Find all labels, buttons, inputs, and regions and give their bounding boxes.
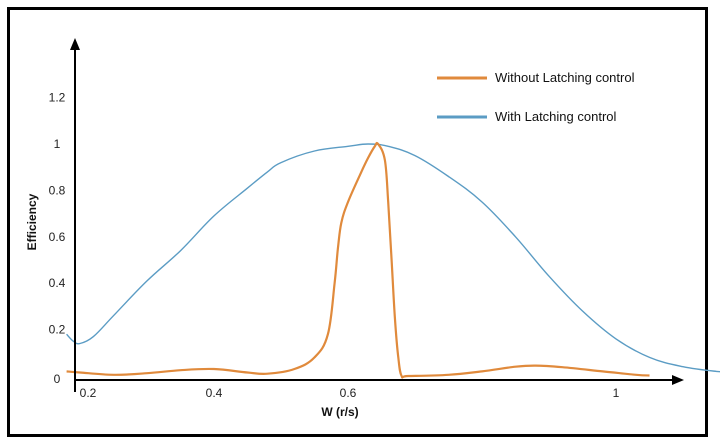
legend-label: With Latching control — [495, 109, 617, 124]
y-axis-title: Efficiency — [25, 193, 39, 250]
x-axis-title: W (r/s) — [321, 405, 358, 419]
x-tick-label: 0.4 — [206, 386, 223, 400]
x-tick-label: 1 — [613, 386, 620, 400]
x-axis-arrowhead — [672, 375, 684, 385]
curves-layer — [66, 141, 720, 379]
y-tick-label: 0 — [54, 372, 61, 386]
y-tick-label: 1 — [54, 137, 61, 151]
y-tick-labels: 0 0.2 0.4 0.6 0.8 1 1.2 — [49, 91, 66, 386]
y-tick-label: 0.8 — [49, 183, 66, 197]
x-tick-labels: 0.20.40.611.2 — [80, 386, 620, 400]
series-line-without-latching — [66, 141, 650, 379]
y-tick-label: 0.4 — [49, 276, 66, 290]
legend: Without Latching control With Latching co… — [437, 70, 635, 124]
y-tick-label: 1.2 — [49, 91, 66, 105]
y-tick-label: 0.6 — [49, 230, 66, 244]
x-tick-label: 0.6 — [340, 386, 357, 400]
chart-frame — [7, 7, 708, 437]
y-tick-label: 0.2 — [49, 323, 66, 337]
legend-label: Without Latching control — [495, 70, 635, 85]
x-tick-label: 0.2 — [80, 386, 97, 400]
axes-layer — [70, 38, 684, 392]
series-line-with-latching — [66, 143, 720, 373]
y-axis-arrowhead — [70, 38, 80, 50]
